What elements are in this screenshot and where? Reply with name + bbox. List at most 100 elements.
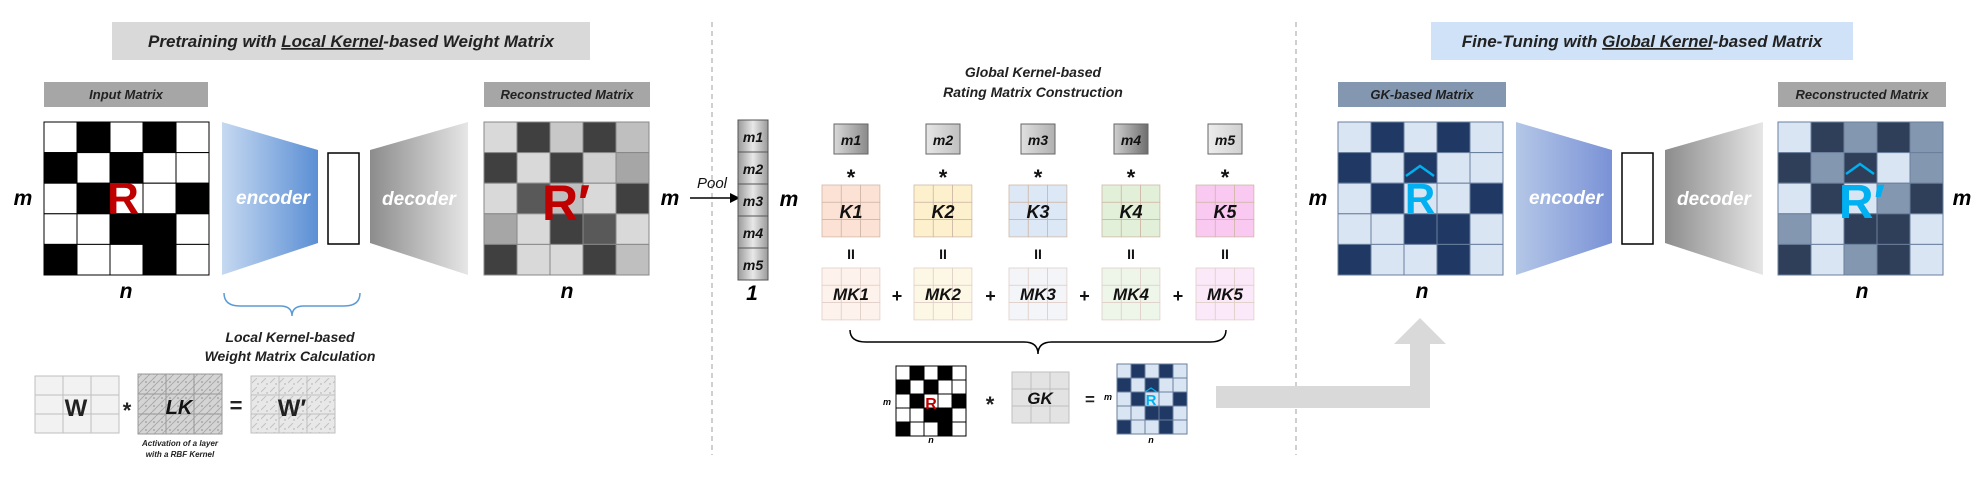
masked-kernel-cell xyxy=(1234,267,1255,286)
recon-matrix-label-box xyxy=(484,82,650,107)
input-cell xyxy=(175,121,210,154)
encoder-brace xyxy=(223,292,361,317)
kernel-cell xyxy=(1214,184,1236,203)
pool-cell xyxy=(737,247,769,281)
small-r-cell xyxy=(937,365,953,381)
kernel-label: K1 xyxy=(839,202,862,222)
kernel-cell xyxy=(840,219,861,238)
masked-kernel-cell xyxy=(1008,302,1029,321)
small-r-m-label: m xyxy=(883,397,891,407)
gkmat-cell xyxy=(1436,213,1471,245)
kernel-multiply-sign: * xyxy=(939,165,948,190)
kernel-cell xyxy=(952,201,973,221)
gkmat-cell xyxy=(1337,243,1372,276)
masked-kernel-cell xyxy=(1214,302,1236,321)
input-cell xyxy=(43,182,78,215)
small-r-cell xyxy=(937,393,953,409)
gkmat-cell xyxy=(1403,121,1438,154)
gkmat-cell xyxy=(1337,121,1372,154)
small-rhat-cell xyxy=(1172,405,1188,421)
wp-cell xyxy=(278,375,308,396)
kernel-cell xyxy=(1120,184,1142,203)
ft-encoder-shape xyxy=(1516,122,1612,275)
input-cell xyxy=(175,182,210,215)
kernel-cell xyxy=(1214,219,1236,238)
masked-kernel-cell xyxy=(1234,302,1255,321)
recon-cell xyxy=(483,121,518,154)
input-cell xyxy=(142,243,177,276)
kernel-cell xyxy=(1195,219,1216,238)
plus-sign: + xyxy=(985,286,996,306)
masked-kernel-cell xyxy=(952,267,973,286)
recon-cell xyxy=(483,213,518,245)
ftrecon-cell xyxy=(1909,243,1944,276)
small-rhat-symbol: R xyxy=(1146,392,1157,409)
kernel-cell xyxy=(840,184,861,203)
masked-kernel-cell xyxy=(1140,267,1161,286)
w-multiply-sign: * xyxy=(123,398,132,423)
ftrecon-cell xyxy=(1843,121,1878,154)
small-r-cell xyxy=(909,421,925,437)
kernel-cell xyxy=(1047,201,1068,221)
small-rhat-cell xyxy=(1130,405,1146,421)
gk-cell xyxy=(1049,405,1070,424)
pooled-m-label: m4 xyxy=(1121,132,1141,148)
ftrecon-cell xyxy=(1777,152,1812,184)
ftrecon-cell xyxy=(1810,152,1845,184)
masked-kernel-cell xyxy=(1214,267,1236,286)
kernel-cell xyxy=(1140,201,1161,221)
recon-cell xyxy=(549,243,584,276)
rbf-note-line2: with a RBF Kernel xyxy=(146,450,215,459)
ftrecon-cell xyxy=(1909,213,1944,245)
kernel-cell xyxy=(860,219,881,238)
pool-column: m1 m2 m3 m4 m5 xyxy=(737,119,769,281)
gkmat-cell xyxy=(1370,213,1405,245)
recon-matrix-symbol: R′ xyxy=(542,175,590,231)
plus-sign: + xyxy=(1173,286,1184,306)
ft-recon-matrix-grid xyxy=(1777,121,1944,276)
kernel-cell xyxy=(1120,219,1142,238)
small-r-cell xyxy=(951,393,967,409)
wp-cell xyxy=(306,413,336,434)
kernel-label: K4 xyxy=(1119,202,1142,222)
kernel-cell xyxy=(1027,219,1049,238)
small-rhat-n-label: n xyxy=(1148,435,1154,445)
small-r-n-label: n xyxy=(928,435,934,445)
ftrecon-cell xyxy=(1777,213,1812,245)
input-cell xyxy=(76,213,111,245)
input-cell xyxy=(109,152,144,184)
small-rhat-cell xyxy=(1116,391,1132,407)
recon-dim-n-label: n xyxy=(561,280,574,303)
small-rhat-cell xyxy=(1116,405,1132,421)
kernel-cell xyxy=(821,201,842,221)
gkmat-cell xyxy=(1469,121,1504,154)
dim-n-label: n xyxy=(120,280,133,303)
gk-dim-m-label: m xyxy=(1309,187,1328,210)
ftrecon-cell xyxy=(1909,182,1944,215)
input-cell xyxy=(43,152,78,184)
lk-cell xyxy=(193,393,223,415)
kernel-cell xyxy=(1008,184,1029,203)
masked-kernel-cell xyxy=(913,302,934,321)
kernel-multiply-sign: * xyxy=(1127,165,1136,190)
gkmat-cell xyxy=(1436,182,1471,215)
ftrecon-cell xyxy=(1876,243,1911,276)
small-r-symbol: R xyxy=(925,396,937,413)
gk-cell xyxy=(1011,371,1032,390)
small-rhat-cell xyxy=(1158,405,1174,421)
pool-arrow-head xyxy=(730,193,740,203)
input-cell xyxy=(142,182,177,215)
pooled-m-box xyxy=(1020,123,1056,155)
global-title-line1: Global Kernel-based xyxy=(965,64,1102,80)
small-r-cell xyxy=(895,379,911,395)
small-rhat-cell xyxy=(1158,391,1174,407)
w-cell xyxy=(34,375,64,396)
gkmat-cell xyxy=(1469,152,1504,184)
kernel-label: K3 xyxy=(1026,202,1049,222)
gkmat-cell xyxy=(1403,213,1438,245)
small-r-cell xyxy=(951,407,967,423)
pooled-m-label: m2 xyxy=(933,132,953,148)
kernel-cell xyxy=(1234,219,1255,238)
ft-recon-hat xyxy=(1845,162,1875,176)
ftrecon-cell xyxy=(1876,121,1911,154)
